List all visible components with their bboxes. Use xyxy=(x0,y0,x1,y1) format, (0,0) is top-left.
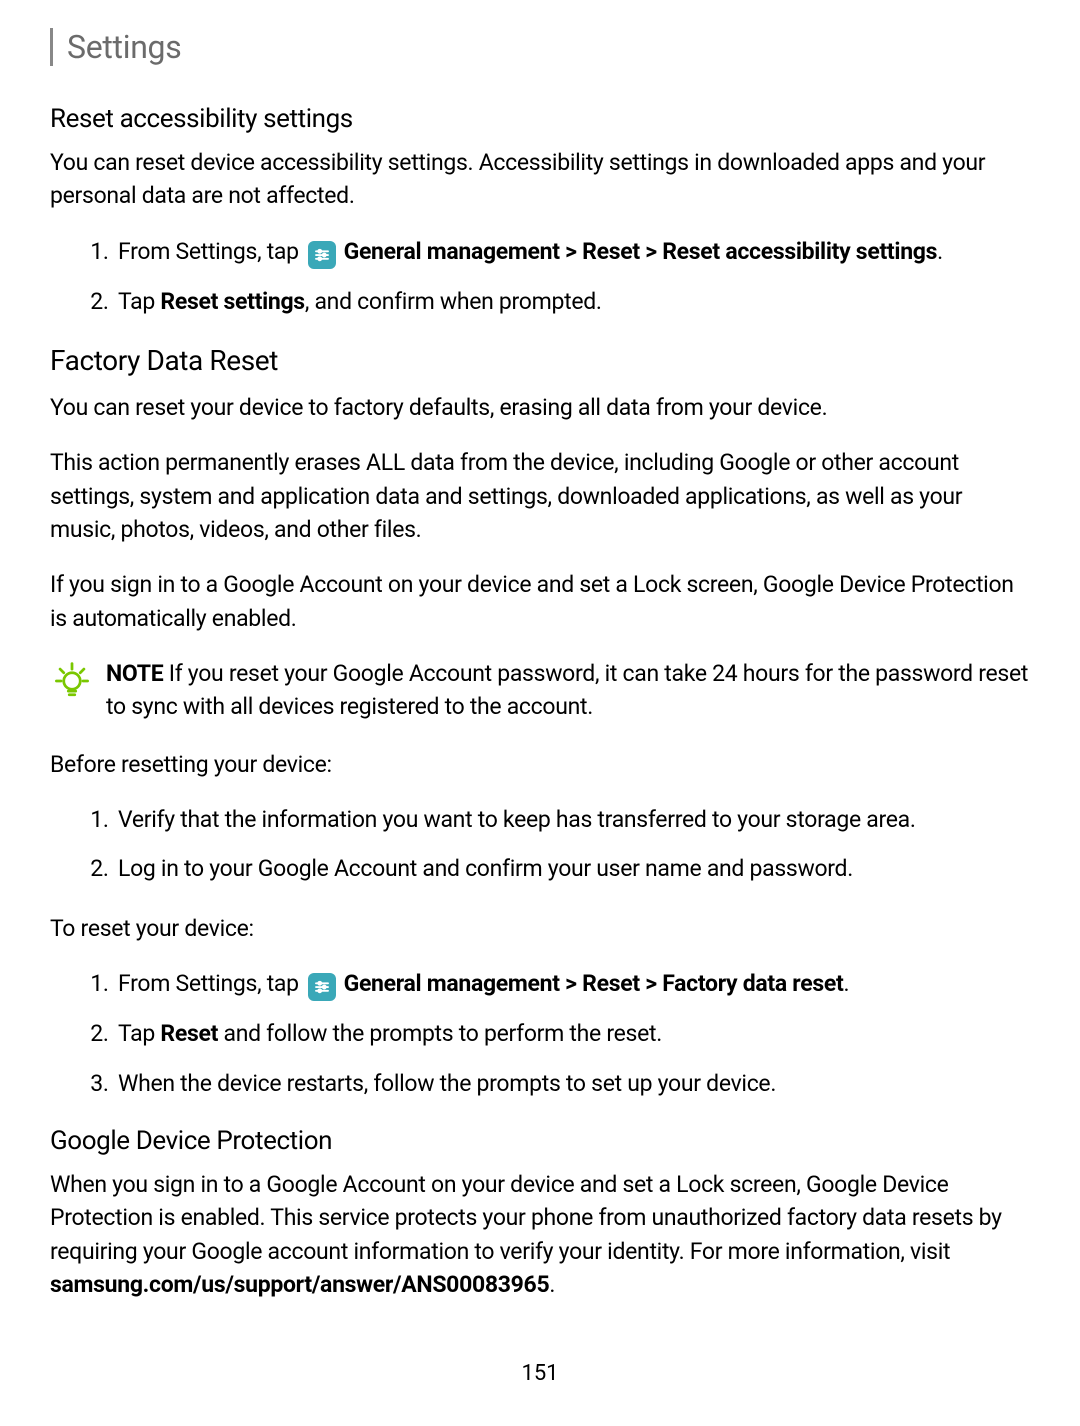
list-item: Tap Reset settings, and confirm when pro… xyxy=(114,285,1030,318)
general-management-icon xyxy=(308,241,336,269)
gdp-body: When you sign in to a Google Account on … xyxy=(50,1168,1030,1301)
step-prefix: Tap xyxy=(118,288,160,315)
page-number: 151 xyxy=(50,1361,1030,1386)
header-title: Settings xyxy=(67,28,181,66)
gdp-url: samsung.com/us/support/answer/ANS0008396… xyxy=(50,1271,549,1298)
step-suffix: . xyxy=(843,970,849,997)
list-item: When the device restarts, follow the pro… xyxy=(114,1067,1030,1100)
step-suffix: , and confirm when prompted. xyxy=(305,288,602,315)
factory-reset-p3: If you sign in to a Google Account on yo… xyxy=(50,568,1030,635)
step-prefix: Tap xyxy=(118,1020,160,1047)
factory-reset-p2: This action permanently erases ALL data … xyxy=(50,446,1030,546)
note-block: NOTE If you reset your Google Account pa… xyxy=(50,657,1030,724)
step-bold-path: General management > Reset > Reset acces… xyxy=(344,238,938,265)
before-reset-steps: Verify that the information you want to … xyxy=(50,803,1030,886)
before-reset-label: Before resetting your device: xyxy=(50,748,1030,781)
page-header: Settings xyxy=(50,28,1030,66)
document-page: Settings Reset accessibility settings Yo… xyxy=(0,0,1080,1426)
to-reset-label: To reset your device: xyxy=(50,912,1030,945)
note-label: NOTE xyxy=(106,660,163,687)
heading-reset-accessibility: Reset accessibility settings xyxy=(50,104,1030,134)
reset-accessibility-steps: From Settings, tap General management > … xyxy=(50,235,1030,318)
step-prefix: From Settings, tap xyxy=(118,238,304,265)
reset-accessibility-intro: You can reset device accessibility setti… xyxy=(50,146,1030,213)
lightbulb-icon xyxy=(50,659,94,703)
step-suffix: . xyxy=(937,238,943,265)
general-management-icon xyxy=(308,973,336,1001)
step-bold-path: Reset settings xyxy=(160,288,304,315)
step-suffix: and follow the prompts to perform the re… xyxy=(218,1020,662,1047)
list-item: Tap Reset and follow the prompts to perf… xyxy=(114,1017,1030,1050)
factory-reset-p1: You can reset your device to factory def… xyxy=(50,391,1030,424)
step-prefix: From Settings, tap xyxy=(118,970,304,997)
heading-factory-reset: Factory Data Reset xyxy=(50,344,1030,377)
step-bold-path: General management > Reset > Factory dat… xyxy=(344,970,844,997)
gdp-body-prefix: When you sign in to a Google Account on … xyxy=(50,1171,1002,1265)
note-body: If you reset your Google Account passwor… xyxy=(106,660,1028,720)
gdp-body-suffix: . xyxy=(549,1271,555,1298)
list-item: From Settings, tap General management > … xyxy=(114,235,1030,269)
note-text: NOTE If you reset your Google Account pa… xyxy=(106,657,1030,724)
reset-device-steps: From Settings, tap General management > … xyxy=(50,967,1030,1100)
heading-gdp: Google Device Protection xyxy=(50,1126,1030,1156)
list-item: Log in to your Google Account and confir… xyxy=(114,852,1030,885)
list-item: Verify that the information you want to … xyxy=(114,803,1030,836)
step-bold-path: Reset xyxy=(160,1020,218,1047)
list-item: From Settings, tap General management > … xyxy=(114,967,1030,1001)
